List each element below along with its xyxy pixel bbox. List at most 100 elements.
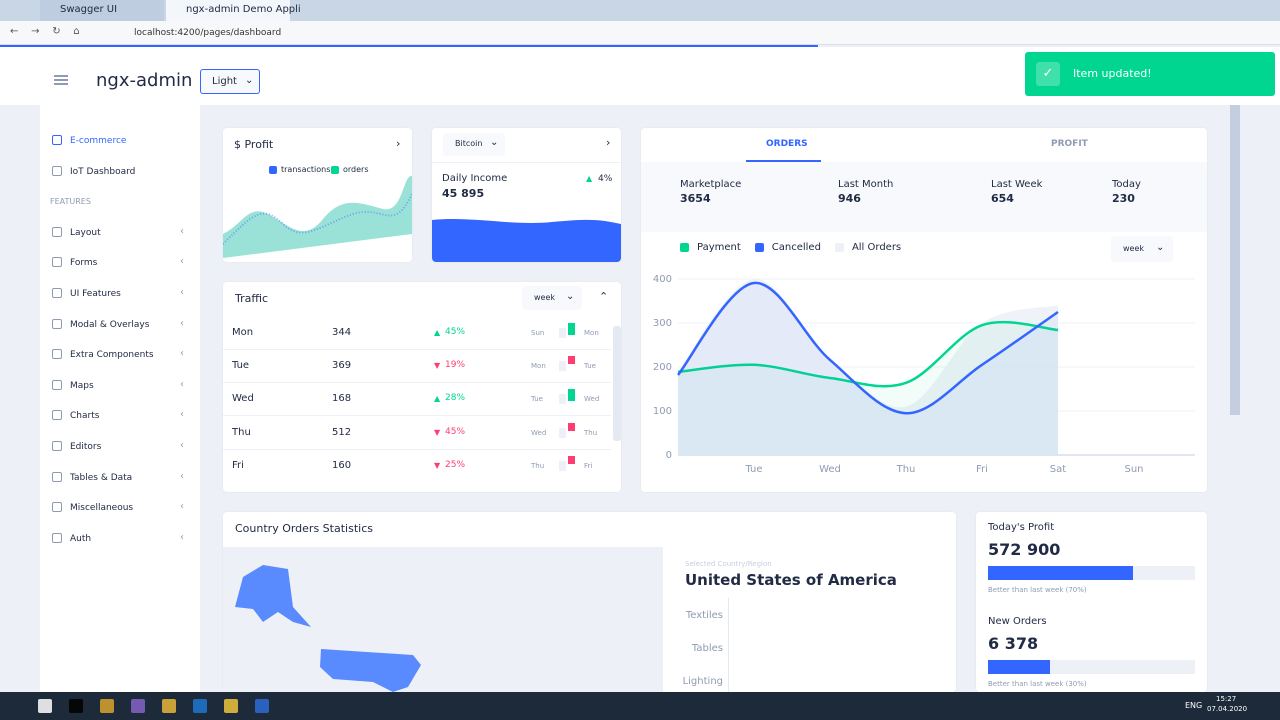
summary-label: Marketplace [680,179,742,190]
x-tick-label: Sat [1050,464,1066,475]
orders-card: ORDERS PROFIT Marketplace 3654 Last Month 9… [641,128,1207,492]
row-prev: Sun [531,329,545,337]
taskbar-icon[interactable] [38,699,52,713]
app-title: ngx-admin [96,70,193,91]
line-fill [678,322,1058,455]
legend-swatch [269,166,277,174]
y-tick-label: 300 [653,318,672,329]
period-select[interactable]: week ⌄ [1111,236,1173,262]
legend-label[interactable]: Cancelled [771,242,821,253]
nav-chevron: ‹ [180,531,184,543]
nav-item[interactable]: Layout [70,227,101,238]
period-select[interactable]: week ⌄ [522,286,582,310]
toast[interactable]: ✓ Item updated! [1025,52,1275,96]
scrollbar[interactable] [613,326,621,441]
nav-item[interactable]: Miscellaneous [70,503,134,514]
taskbar-icon[interactable] [162,699,176,713]
income-delta: 4% [598,174,613,184]
nav-item[interactable]: Tables & Data [70,472,133,483]
nav-item[interactable]: Maps [70,380,94,391]
row-value: 512 [332,426,352,438]
line-fill [678,282,1058,455]
period-label: week [534,293,556,302]
collapse[interactable]: ⌃ [599,290,609,303]
legend-label[interactable]: Payment [697,242,741,253]
nav-item[interactable]: Editors [70,442,102,452]
nav-item[interactable]: Auth [70,533,92,544]
tab[interactable]: Swagger UI [40,0,164,21]
taskbar-icon[interactable] [224,699,238,713]
summary-label: Last Week [991,179,1043,190]
map [223,547,663,692]
nav-chevron: ‹ [180,287,184,298]
row-divider [223,448,611,450]
tab-title: ngx-admin Demo Appli [186,4,301,15]
country-name: United States of America [685,571,897,589]
taskbar-icon[interactable] [100,699,114,713]
nav-icon [52,226,62,237]
currency-select[interactable]: Bitcoin ⌄ [443,133,505,156]
nav-chevron: ‹ [180,256,184,268]
row-value: 168 [332,393,352,405]
legend-label: orders [343,165,369,174]
row-delta: 45% [445,426,466,437]
clock-time[interactable]: 15:27 [1216,695,1237,703]
nav-buttons[interactable]: ← → ↻ ⌂ [10,26,80,37]
tab-title: Swagger UI [60,4,118,15]
menu-toggle[interactable] [54,75,68,85]
summary: Marketplace 3654 Last Month 946 Last Week 654… [641,162,1207,232]
theme-select[interactable]: Light ⌄ [200,69,260,94]
nav-item[interactable]: E-commerce [70,136,127,146]
summary-label: Last Month [838,179,894,190]
bar-cur [568,422,575,431]
x-tick-label: Sun [1124,464,1143,475]
bar-cur [568,389,575,402]
taskbar-icon[interactable] [69,699,83,713]
lang[interactable]: ENG [1185,701,1203,710]
taskbar-icon[interactable] [255,699,269,713]
nav-icon [52,441,62,451]
card-link[interactable]: › [606,136,611,149]
y-tick-label: 0 [666,450,672,461]
tab[interactable]: ORDERS [766,139,808,149]
tab[interactable]: PROFIT [1051,139,1088,149]
nav-chevron: ‹ [180,348,184,360]
legend-swatch [331,166,339,174]
country-card: Country Orders Statistics Selected Count… [223,512,956,692]
nav-icon [52,257,62,268]
nav-item[interactable]: UI Features [70,289,121,299]
progress-bar [988,660,1051,674]
tab-bar [0,0,1280,21]
toast-text: Item updated! [1073,67,1152,80]
nav-icon [52,318,62,329]
taskbar-icon[interactable] [193,699,207,713]
bar-prev [559,460,566,471]
period-label: week [1123,244,1145,253]
nav-icon [52,471,62,482]
nav-item[interactable]: Modal & Overlays [70,319,150,330]
income-value: 45 895 [442,187,485,200]
row-day: Tue [232,360,250,372]
income-wave [432,219,621,262]
nav-item[interactable]: Forms [70,258,98,269]
clock-date[interactable]: 07.04.2020 [1207,705,1248,713]
card-link[interactable]: › [396,137,401,150]
legend-label[interactable]: All Orders [851,242,902,253]
page-scrollbar[interactable] [1230,105,1240,415]
nav-item[interactable]: Charts [70,411,100,422]
url[interactable]: localhost:4200/pages/dashboard [134,28,282,38]
nav-section: FEATURES [50,197,91,207]
stat-value: 572 900 [988,540,1061,559]
nav-chevron: ‹ [180,378,184,390]
y-tick-label: 400 [653,274,672,285]
income-card: Bitcoin ⌄ › Daily Income 45 895 ▲ 4% [432,128,621,262]
nav-item[interactable]: Extra Components [70,350,154,361]
row-cur: Thu [584,428,598,437]
y-tick-label: 100 [653,406,672,417]
taskbar-icon[interactable] [131,699,145,713]
nav-item[interactable]: IoT Dashboard [70,166,136,177]
category-label: Textiles [685,610,723,621]
tab[interactable]: ngx-admin Demo Appli [166,0,301,21]
row-arrow: ▼ [434,427,441,437]
nav-chevron: ‹ [180,409,184,421]
